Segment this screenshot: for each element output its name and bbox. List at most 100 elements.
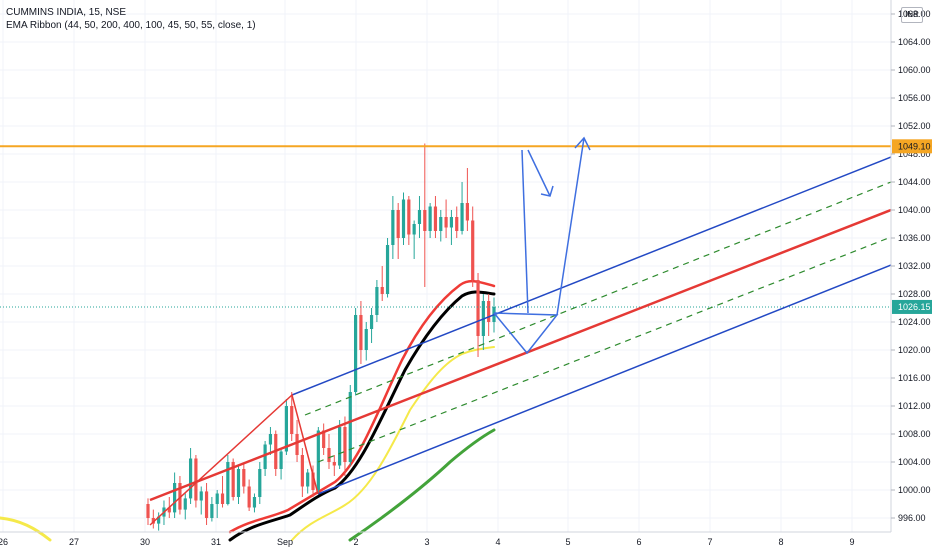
time-tick-label: 8: [778, 537, 783, 547]
candle-body: [428, 206, 432, 231]
price-tick-label: 996.00: [898, 513, 926, 523]
candle-body: [242, 469, 246, 487]
candle-body: [199, 491, 203, 501]
price-tick-label: 1036.00: [898, 233, 931, 243]
candle-body: [465, 203, 469, 221]
time-tick-label: 9: [849, 537, 854, 547]
candle-body: [471, 220, 475, 280]
price-tick-label: 1056.00: [898, 93, 931, 103]
candle-body: [210, 504, 214, 518]
drawings: [0, 136, 892, 526]
price-tick-label: 1048.00: [898, 149, 931, 159]
candle-body: [188, 458, 193, 499]
candle-body: [476, 280, 480, 336]
price-tick-label: 1032.00: [898, 261, 931, 271]
candle-body: [183, 498, 187, 510]
candle-body: [178, 483, 182, 510]
candle-body: [369, 315, 374, 329]
candle-body: [380, 287, 384, 294]
price-tick-label: 1044.00: [898, 177, 931, 187]
channel-dash-lower: [317, 236, 892, 463]
ema-ribbon: [0, 279, 496, 542]
resistance-label: 1049.10: [898, 141, 931, 151]
candle-body: [364, 329, 368, 350]
candle-body: [460, 203, 464, 231]
candle-body: [284, 406, 288, 452]
candle-body: [167, 507, 171, 513]
candle-body: [487, 301, 491, 322]
price-tick-label: 1060.00: [898, 65, 931, 75]
last-price-label: 1026.15: [898, 302, 931, 312]
legend: CUMMINS INDIA, 15, NSE EMA Ribbon (44, 5…: [6, 6, 256, 32]
candle-body: [268, 434, 273, 445]
price-tick-label: 1028.00: [898, 289, 931, 299]
candle-body: [449, 217, 454, 228]
price-tick-label: 1068.00: [898, 9, 931, 19]
candle-body: [327, 448, 331, 462]
candle-body: [332, 462, 336, 466]
channel-upper-line: [291, 156, 892, 396]
candle-body: [417, 210, 422, 224]
candle-body: [173, 483, 177, 513]
candle-body: [423, 210, 427, 231]
currency-label[interactable]: INR: [901, 7, 923, 23]
last-price-label-box: [892, 299, 932, 314]
candle-body: [295, 434, 299, 455]
price-tick-label: 1000.00: [898, 485, 931, 495]
time-tick-label: Sep: [277, 537, 293, 547]
price-tick-label: 1064.00: [898, 37, 931, 47]
candle-body: [348, 392, 352, 462]
ema-red: [228, 279, 496, 534]
time-tick-label: 4: [495, 537, 500, 547]
candle-body: [412, 224, 416, 235]
candle-body: [226, 462, 230, 504]
candle-body: [194, 458, 198, 501]
ema-black: [228, 290, 496, 542]
candle-body: [343, 427, 347, 462]
price-tick-label: 1004.00: [898, 457, 931, 467]
ema-green: [348, 428, 496, 542]
time-tick-label: 30: [140, 537, 150, 547]
time-tick-label: 5: [565, 537, 570, 547]
symbol-title[interactable]: CUMMINS INDIA, 15, NSE: [6, 7, 127, 18]
candle-body: [300, 455, 304, 487]
candle-body: [290, 406, 294, 434]
price-axis[interactable]: 996.00 1000.00 1004.00 1008.00 1012.00 1016.0…: [891, 9, 931, 523]
candle-body: [322, 430, 326, 448]
projection-down-line: [527, 149, 551, 197]
candle-body: [444, 217, 448, 228]
candle-body: [407, 199, 411, 235]
candle-body: [306, 472, 310, 487]
candle-body: [204, 491, 209, 518]
price-tick-label: 1020.00: [898, 345, 931, 355]
candle-body: [252, 497, 257, 508]
candle-body: [433, 206, 438, 231]
time-tick-label: 3: [424, 537, 429, 547]
candle-body: [385, 245, 390, 294]
time-tick-label: 6: [636, 537, 641, 547]
time-tick-label: 31: [211, 537, 221, 547]
candle-body: [338, 427, 342, 466]
arrowhead-up: [574, 136, 591, 151]
time-tick-label: 27: [69, 537, 79, 547]
arrowhead-down: [540, 185, 554, 197]
candle-body: [455, 217, 459, 231]
price-labels: 1049.10 1026.15: [892, 139, 932, 314]
candle-body: [316, 430, 320, 490]
projection-left-line: [521, 149, 529, 314]
candle-body: [354, 315, 358, 392]
candle-body: [151, 518, 155, 524]
indicator-title[interactable]: EMA Ribbon (44, 50, 200, 400, 100, 45, 5…: [6, 20, 256, 31]
candle-body: [279, 451, 283, 469]
candle-body: [439, 217, 443, 231]
channel-lower-line: [317, 264, 892, 495]
candle-body: [247, 486, 251, 508]
price-tick-label: 1052.00: [898, 121, 931, 131]
time-axis[interactable]: 26 27 30 31 Sep 2 3 4 5 6 7 8 9: [0, 537, 855, 547]
time-tick-label: 26: [0, 537, 8, 547]
candle-body: [391, 210, 395, 245]
candle-body: [396, 210, 400, 238]
price-tick-label: 1016.00: [898, 373, 931, 383]
